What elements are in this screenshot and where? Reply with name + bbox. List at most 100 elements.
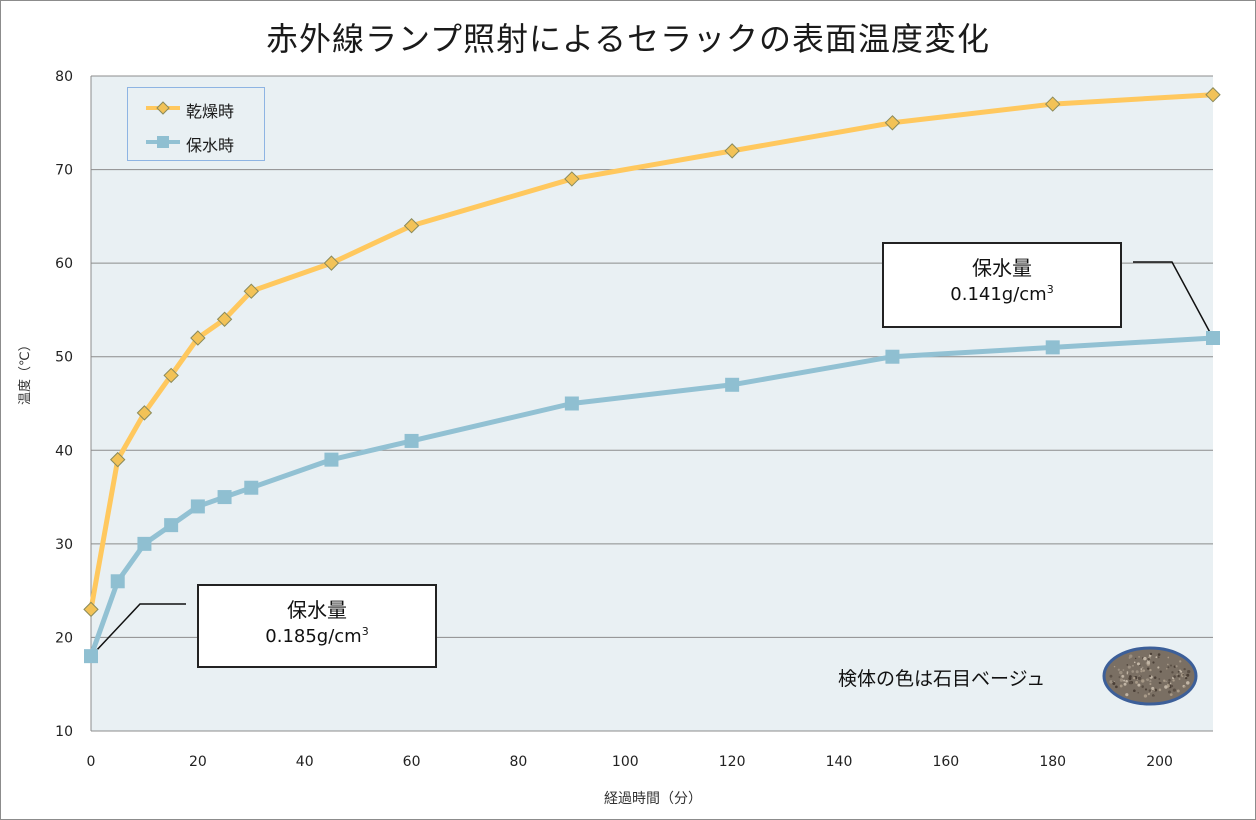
sample-speckle xyxy=(1169,693,1173,696)
sample-speckle xyxy=(1170,664,1172,667)
sample-speckle xyxy=(1119,678,1124,682)
sample-speckle xyxy=(1145,678,1148,681)
data-point-wet xyxy=(84,649,98,664)
sample-speckle xyxy=(1118,676,1121,678)
sample-speckle xyxy=(1142,669,1146,672)
sample-speckle xyxy=(1147,692,1151,696)
sample-speckle xyxy=(1184,676,1188,680)
sample-speckle xyxy=(1117,668,1120,671)
sample-speckle xyxy=(1183,667,1186,671)
data-point-dry xyxy=(110,451,126,468)
legend-swatch-wet xyxy=(146,136,180,148)
sample-speckle xyxy=(1165,680,1167,683)
data-point-wet xyxy=(404,433,419,448)
sample-speckle xyxy=(1182,674,1185,676)
sample-speckle xyxy=(1180,670,1183,673)
sample-speckle xyxy=(1149,668,1152,672)
sample-speckle xyxy=(1133,689,1136,693)
data-point-wet xyxy=(564,396,579,411)
sample-speckle xyxy=(1159,670,1162,673)
sample-speckle xyxy=(1126,673,1129,675)
sample-speckle xyxy=(1113,665,1116,668)
data-point-dry xyxy=(403,218,420,234)
callout-leaders xyxy=(92,261,1214,655)
data-point-wet xyxy=(885,349,900,364)
sample-speckle xyxy=(1112,681,1116,685)
sample-speckle xyxy=(1141,666,1144,669)
sample-speckle xyxy=(1172,688,1177,692)
sample-speckle xyxy=(1176,689,1180,693)
data-point-wet xyxy=(1045,340,1060,355)
sample-speckle xyxy=(1129,666,1132,668)
data-point-dry xyxy=(884,115,901,131)
sample-speckle xyxy=(1164,685,1168,689)
sample-color-note: 検体の色は石目ベージュ xyxy=(838,668,1046,690)
sample-speckle xyxy=(1166,668,1168,670)
callout-end-label: 保水量 xyxy=(972,256,1032,280)
x-tick-label: 200 xyxy=(1146,754,1173,770)
y-tick-label: 10 xyxy=(55,724,73,740)
x-tick-label: 0 xyxy=(87,754,96,770)
sample-speckle xyxy=(1119,684,1123,688)
sample-speckle xyxy=(1168,678,1171,682)
sample-speckle xyxy=(1138,656,1140,658)
sample-speckle xyxy=(1123,682,1127,686)
sample-speckle xyxy=(1109,680,1113,684)
y-tick-label: 50 xyxy=(55,350,73,366)
data-point-wet xyxy=(1206,331,1220,345)
sample-speckle xyxy=(1167,683,1169,686)
sample-speckle xyxy=(1158,681,1161,684)
sample-speckle xyxy=(1122,669,1125,671)
sample-speckle xyxy=(1173,675,1176,678)
data-point-dry xyxy=(163,367,179,384)
sample-speckle xyxy=(1155,656,1158,659)
y-tick-label: 20 xyxy=(55,630,73,646)
callout-leader-end xyxy=(1133,261,1214,339)
data-point-dry xyxy=(83,601,99,618)
legend-label-wet: 保水時 xyxy=(186,136,235,155)
sample-speckle xyxy=(1179,669,1181,672)
sample-speckle xyxy=(1133,661,1136,664)
sample-speckle xyxy=(1167,656,1170,659)
data-point-dry xyxy=(564,171,580,187)
data-point-wet xyxy=(324,452,339,467)
data-point-wet xyxy=(164,518,179,533)
data-point-dry xyxy=(216,311,233,327)
sample-speckle xyxy=(1131,670,1135,673)
data-point-wet xyxy=(190,499,205,514)
sample-speckle xyxy=(1168,690,1171,694)
sample-speckle xyxy=(1157,666,1160,669)
sample-speckle xyxy=(1136,662,1140,666)
sample-speckle xyxy=(1173,665,1176,668)
sample-speckle xyxy=(1178,678,1181,681)
sample-speckle xyxy=(1137,692,1139,694)
callout-end-sup: 3 xyxy=(1046,283,1054,296)
sample-speckle xyxy=(1177,671,1180,673)
sample-speckle xyxy=(1169,682,1172,685)
sample-speckle xyxy=(1140,670,1143,673)
sample-speckle xyxy=(1146,660,1151,665)
sample-speckle xyxy=(1143,694,1148,698)
x-tick-label: 160 xyxy=(932,754,959,770)
x-tick-label: 100 xyxy=(612,754,639,770)
sample-speckle xyxy=(1171,671,1174,674)
y-axis-label: 温度（℃） xyxy=(18,338,33,405)
sample-speckle xyxy=(1109,674,1113,678)
sample-speckle xyxy=(1153,689,1156,691)
sample-speckle xyxy=(1149,652,1153,656)
x-tick-label: 20 xyxy=(189,754,207,770)
callout-start-sup: 3 xyxy=(361,625,369,638)
sample-speckle xyxy=(1176,673,1179,676)
sample-speckle xyxy=(1126,671,1129,674)
data-point-dry xyxy=(323,255,340,271)
sample-speckle xyxy=(1151,686,1155,690)
legend-swatch-dry xyxy=(146,101,180,115)
sample-speckle xyxy=(1152,661,1155,664)
sample-speckle xyxy=(1115,685,1118,689)
data-point-dry xyxy=(136,405,153,421)
x-tick-label: 40 xyxy=(296,754,314,770)
sample-speckle xyxy=(1149,682,1152,686)
data-point-wet xyxy=(110,574,125,589)
sample-speckle xyxy=(1125,679,1128,683)
sample-speckle xyxy=(1119,670,1123,675)
